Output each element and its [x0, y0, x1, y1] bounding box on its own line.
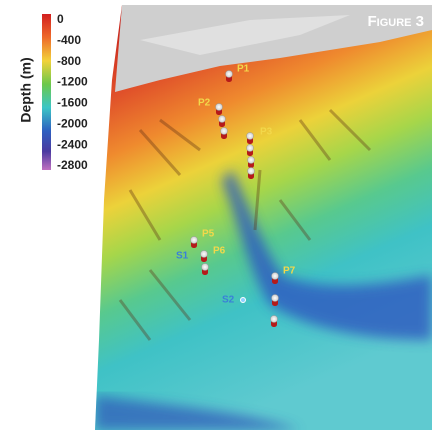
- figure-label: Figure 3: [367, 13, 424, 30]
- marker-label: P2: [198, 98, 211, 109]
- marker-label: P6: [213, 246, 226, 257]
- marker-label: S1: [176, 251, 189, 262]
- colorbar: [42, 14, 51, 170]
- colorbar-tick-label: 0: [57, 12, 64, 26]
- sensor-float: [226, 71, 233, 78]
- sensor-float: [219, 116, 226, 123]
- sensor-float: [202, 264, 209, 271]
- colorbar-ticks: 0 -400 -800 -1200 -1600 -2000 -2400 -2800: [57, 12, 88, 172]
- sensor-float: [216, 104, 223, 111]
- marker-label: P7: [283, 266, 296, 277]
- legend-title: Depth (m): [18, 57, 34, 122]
- colorbar-tick-label: -400: [57, 33, 81, 47]
- sensor-float: [191, 237, 198, 244]
- sensor-float: [248, 157, 255, 164]
- marker-label: P3: [260, 127, 273, 138]
- sensor-float: [272, 273, 279, 280]
- sensor-float: [247, 133, 254, 140]
- marker-label: P1: [237, 64, 250, 75]
- marker-label: S2: [222, 295, 235, 306]
- sensor-float: [272, 295, 279, 302]
- colorbar-tick-label: -2800: [57, 158, 88, 172]
- colorbar-tick-label: -1200: [57, 75, 88, 89]
- colorbar-tick-label: -1600: [57, 96, 88, 110]
- marker-label: P5: [202, 229, 215, 240]
- colorbar-tick-label: -2400: [57, 137, 88, 151]
- station-dot: [241, 298, 246, 303]
- sensor-float: [201, 251, 208, 258]
- colorbar-tick-label: -800: [57, 54, 81, 68]
- colorbar-tick-label: -2000: [57, 116, 88, 130]
- figure: Figure 3 Depth (m) 0 -400 -800 -1200 -1600 -2…: [0, 0, 432, 430]
- terrain: [90, 0, 432, 430]
- sensor-float: [271, 316, 278, 323]
- sensor-float: [247, 145, 254, 152]
- sensor-float: [248, 168, 255, 175]
- sensor-float: [221, 128, 228, 135]
